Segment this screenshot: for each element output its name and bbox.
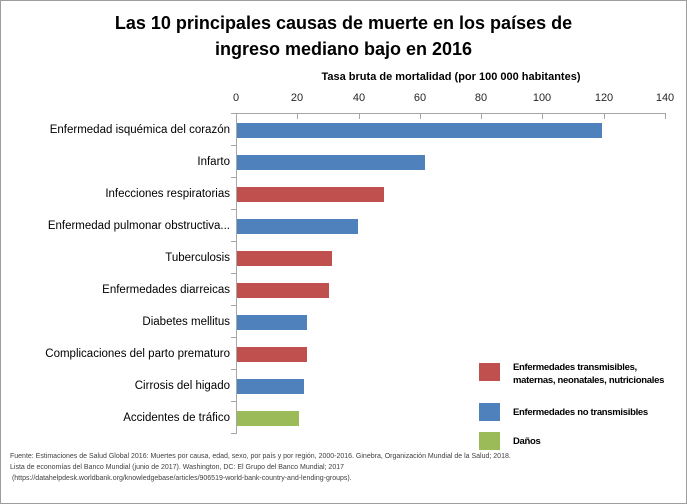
legend-label-no-transmisibles: Enfermedades no transmisibles — [513, 407, 648, 418]
legend-label-transmisibles: Enfermedades transmisibles, maternas, ne… — [513, 362, 665, 386]
bar-no_transmisibles — [237, 155, 425, 170]
category-label: Enfermedad isquémica del corazón — [49, 124, 230, 136]
y-tick-mark — [231, 145, 236, 146]
x-axis-title: Tasa bruta de mortalidad (por 100 000 ha… — [321, 71, 581, 83]
x-tick-mark — [542, 114, 543, 119]
chart-title: Las 10 principales causas de muerte en l… — [1, 10, 686, 62]
category-label: Complicaciones del parto prematuro — [45, 348, 230, 360]
y-tick-mark — [231, 273, 236, 274]
category-label: Enfermedad pulmonar obstructiva... — [47, 220, 230, 232]
category-label: Diabetes mellitus — [142, 316, 230, 328]
source-note-line-2: Lista de economías del Banco Mundial (ju… — [10, 463, 344, 471]
x-tick-mark — [665, 114, 666, 119]
x-tick-mark — [297, 114, 298, 119]
x-axis-line — [236, 113, 666, 114]
legend-swatch-transmisibles — [479, 363, 500, 381]
y-tick-mark — [231, 433, 236, 434]
y-tick-mark — [231, 113, 236, 114]
chart-title-line-2: ingreso mediano bajo en 2016 — [214, 39, 473, 59]
y-tick-mark — [231, 177, 236, 178]
category-label: Cirrosis del higado — [134, 380, 230, 392]
x-tick-label: 60 — [413, 92, 427, 104]
source-note-line-3: (https://datahelpdesk.worldbank.org/know… — [10, 474, 352, 482]
x-tick-label: 120 — [594, 92, 614, 104]
legend-item-transmisibles: Enfermedades transmisibles, maternas, ne… — [479, 361, 664, 387]
legend-swatch-danos — [479, 432, 500, 450]
category-label: Infecciones respiratorias — [105, 188, 230, 200]
category-label: Accidentes de tráfico — [123, 412, 230, 424]
y-tick-mark — [231, 241, 236, 242]
legend-item-danos: Daños — [479, 432, 541, 450]
legend-label-danos: Daños — [513, 436, 541, 447]
plot-area — [237, 114, 667, 434]
y-axis-line — [236, 113, 237, 434]
category-label: Infarto — [197, 156, 230, 168]
bar-transmisibles — [237, 347, 307, 362]
bar-no_transmisibles — [237, 315, 307, 330]
x-tick-mark — [481, 114, 482, 119]
bar-transmisibles — [237, 187, 384, 202]
y-tick-mark — [231, 369, 236, 370]
x-tick-label: 80 — [474, 92, 488, 104]
x-tick-mark — [420, 114, 421, 119]
bar-danos — [237, 411, 299, 426]
x-tick-mark — [604, 114, 605, 119]
legend-item-no-transmisibles: Enfermedades no transmisibles — [479, 403, 648, 421]
x-tick-mark — [359, 114, 360, 119]
legend-swatch-no-transmisibles — [479, 403, 500, 421]
x-tick-label: 20 — [290, 92, 304, 104]
bar-transmisibles — [237, 251, 332, 266]
x-tick-label: 140 — [655, 92, 675, 104]
source-note: Fuente: Estimaciones de Salud Global 201… — [10, 452, 682, 484]
x-axis-tick-labels: 0 20 40 60 80 100 120 140 — [232, 92, 674, 106]
y-tick-mark — [231, 401, 236, 402]
category-label: Tuberculosis — [165, 252, 230, 264]
category-labels: Enfermedad isquémica del corazón Infarto I… — [7, 114, 230, 434]
y-tick-mark — [231, 337, 236, 338]
bar-no_transmisibles — [237, 123, 602, 138]
y-tick-mark — [231, 209, 236, 210]
bar-no_transmisibles — [237, 219, 358, 234]
y-tick-mark — [231, 305, 236, 306]
x-tick-label: 0 — [232, 92, 240, 104]
category-label: Enfermedades diarreicas — [102, 284, 230, 296]
bar-no_transmisibles — [237, 379, 304, 394]
y-axis-tick-marks — [231, 113, 236, 435]
source-note-line-1: Fuente: Estimaciones de Salud Global 201… — [10, 453, 511, 460]
chart-title-line-1: Las 10 principales causas de muerte en l… — [114, 13, 573, 33]
legend: Enfermedades transmisibles, maternas, ne… — [479, 357, 686, 459]
bar-transmisibles — [237, 283, 329, 298]
x-tick-label: 100 — [532, 92, 552, 104]
x-tick-label: 40 — [352, 92, 366, 104]
